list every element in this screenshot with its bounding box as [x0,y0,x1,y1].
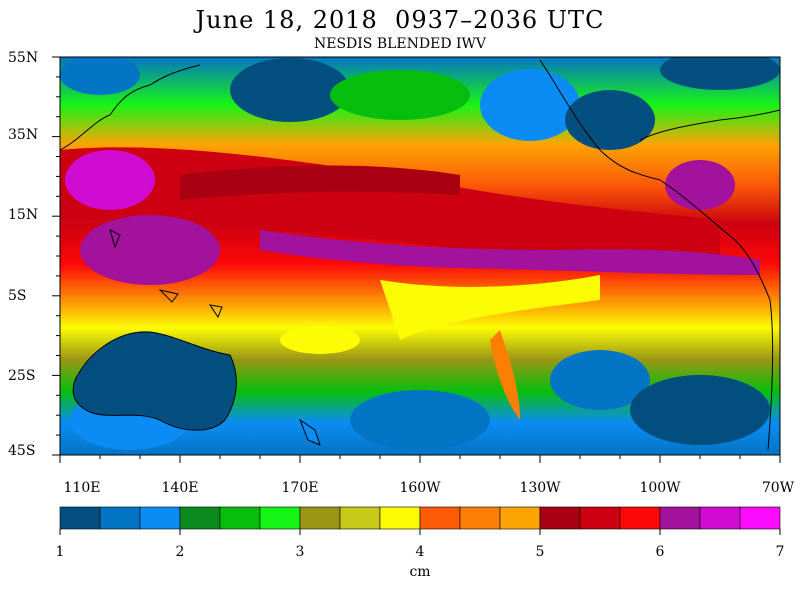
lon-label: 110E [63,480,101,496]
iwv-field [60,57,780,455]
colorbar-swatch [659,506,701,530]
colorbar-swatch [419,506,461,530]
colorbar-swatch [99,506,141,530]
colorbar-swatch [379,506,421,530]
colorbar-tick-label: 3 [295,544,305,560]
lat-label: 45S [8,443,36,459]
longitude-ticks [59,455,781,463]
colorbar [59,506,781,535]
colorbar-swatch [139,506,181,530]
colorbar-swatch [579,506,621,530]
colorbar-tick-label: 4 [415,544,425,560]
colorbar-swatch [219,506,261,530]
colorbar-swatch [539,506,581,530]
colorbar-swatch [459,506,501,530]
lat-label: 15N [8,207,39,223]
lat-label: 35N [8,127,39,143]
lat-label: 25S [8,368,36,384]
colorbar-tick-label: 1 [55,544,65,560]
map-title: June 18, 2018 0937–2036 UTC [195,6,605,34]
lat-label: 55N [8,50,39,66]
colorbar-swatch [339,506,381,530]
colorbar-swatch [739,506,781,530]
colorbar-swatch [299,506,341,530]
colorbar-tick-label: 7 [775,544,785,560]
colorbar-swatch [699,506,741,530]
colorbar-swatch [59,506,101,530]
colorbar-tick-label: 5 [535,544,545,560]
lon-label: 160W [399,480,441,496]
lon-label: 140E [161,480,199,496]
lon-label: 100W [639,480,681,496]
lon-label: 70W [761,480,795,496]
lon-label: 130W [519,480,561,496]
colorbar-swatch [259,506,301,530]
colorbar-tick-label: 6 [655,544,665,560]
colorbar-tick-label: 2 [175,544,185,560]
colorbar-unit: cm [409,564,431,580]
lon-label: 170E [281,480,319,496]
lat-label: 5S [8,288,27,304]
latitude-ticks [52,56,60,456]
map-subtitle: NESDIS BLENDED IWV [313,36,487,52]
colorbar-swatch [499,506,541,530]
colorbar-swatch [179,506,221,530]
colorbar-swatch [619,506,661,530]
